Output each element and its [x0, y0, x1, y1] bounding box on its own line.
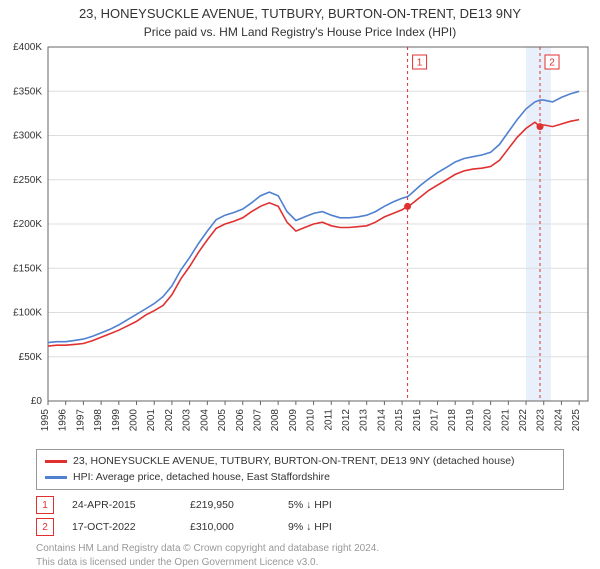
svg-text:£250K: £250K: [13, 175, 42, 186]
svg-text:2008: 2008: [270, 408, 281, 431]
sale-marker-badge-1: 1: [36, 496, 54, 514]
footer-line-2: This data is licensed under the Open Gov…: [36, 556, 564, 569]
sale-marker-badge-2: 2: [36, 518, 54, 536]
svg-text:£300K: £300K: [13, 130, 42, 141]
chart-svg: £0 £50K £100K £150K £200K £250K £300K £350K £400…: [0, 43, 600, 443]
svg-text:£100K: £100K: [13, 307, 42, 318]
svg-text:2000: 2000: [129, 408, 140, 431]
svg-text:2015: 2015: [394, 408, 405, 431]
svg-text:2007: 2007: [252, 408, 263, 431]
svg-text:2010: 2010: [306, 408, 317, 431]
sale-diff-1: 5% ↓ HPI: [288, 499, 398, 511]
svg-text:£200K: £200K: [13, 219, 42, 230]
legend-item-property: 23, HONEYSUCKLE AVENUE, TUTBURY, BURTON-…: [45, 454, 555, 470]
svg-text:£50K: £50K: [19, 352, 43, 363]
svg-text:2019: 2019: [465, 408, 476, 431]
svg-text:1: 1: [417, 57, 423, 68]
svg-text:2004: 2004: [199, 408, 210, 431]
svg-text:1998: 1998: [93, 408, 104, 431]
legend-swatch-hpi: [45, 476, 67, 479]
svg-text:2003: 2003: [182, 408, 193, 431]
sale-diff-2: 9% ↓ HPI: [288, 521, 398, 533]
svg-text:£0: £0: [31, 396, 43, 407]
svg-text:2022: 2022: [518, 408, 529, 431]
legend-swatch-property: [45, 460, 67, 463]
sale-date-2: 17-OCT-2022: [72, 521, 172, 533]
legend-item-hpi: HPI: Average price, detached house, East…: [45, 470, 555, 486]
svg-text:2012: 2012: [341, 408, 352, 431]
svg-text:1999: 1999: [111, 408, 122, 431]
chart-area: £0 £50K £100K £150K £200K £250K £300K £350K £400…: [0, 43, 600, 443]
svg-text:2011: 2011: [323, 408, 334, 430]
svg-text:2: 2: [549, 57, 555, 68]
svg-text:2013: 2013: [359, 408, 370, 431]
svg-text:2024: 2024: [553, 408, 564, 431]
legend: 23, HONEYSUCKLE AVENUE, TUTBURY, BURTON-…: [36, 449, 564, 491]
svg-text:2006: 2006: [235, 408, 246, 431]
legend-label-hpi: HPI: Average price, detached house, East…: [73, 470, 330, 486]
svg-text:2014: 2014: [376, 408, 387, 431]
svg-text:£350K: £350K: [13, 86, 42, 97]
svg-text:2025: 2025: [571, 408, 582, 431]
svg-text:£400K: £400K: [13, 43, 42, 53]
sale-price-2: £310,000: [190, 521, 270, 533]
svg-text:2018: 2018: [447, 408, 458, 431]
svg-text:2001: 2001: [146, 408, 157, 431]
legend-label-property: 23, HONEYSUCKLE AVENUE, TUTBURY, BURTON-…: [73, 454, 515, 470]
svg-text:2017: 2017: [430, 408, 441, 431]
svg-text:£150K: £150K: [13, 263, 42, 274]
svg-text:2002: 2002: [164, 408, 175, 431]
sale-marker-row-1: 1 24-APR-2015 £219,950 5% ↓ HPI: [36, 496, 564, 514]
sale-date-1: 24-APR-2015: [72, 499, 172, 511]
footer-line-1: Contains HM Land Registry data © Crown c…: [36, 542, 564, 556]
svg-text:2016: 2016: [412, 408, 423, 431]
svg-text:1995: 1995: [40, 408, 51, 431]
sale-price-1: £219,950: [190, 499, 270, 511]
footer: Contains HM Land Registry data © Crown c…: [36, 542, 564, 569]
svg-text:1997: 1997: [75, 408, 86, 431]
sale-markers-table: 1 24-APR-2015 £219,950 5% ↓ HPI 2 17-OCT…: [36, 496, 564, 536]
svg-text:2023: 2023: [536, 408, 547, 431]
svg-text:2009: 2009: [288, 408, 299, 431]
svg-text:2020: 2020: [483, 408, 494, 431]
svg-text:2021: 2021: [500, 408, 511, 431]
svg-text:1996: 1996: [58, 408, 69, 431]
chart-title: 23, HONEYSUCKLE AVENUE, TUTBURY, BURTON-…: [0, 0, 600, 23]
sale-marker-row-2: 2 17-OCT-2022 £310,000 9% ↓ HPI: [36, 518, 564, 536]
svg-text:2005: 2005: [217, 408, 228, 431]
chart-subtitle: Price paid vs. HM Land Registry's House …: [0, 23, 600, 43]
chart-container: 23, HONEYSUCKLE AVENUE, TUTBURY, BURTON-…: [0, 0, 600, 560]
